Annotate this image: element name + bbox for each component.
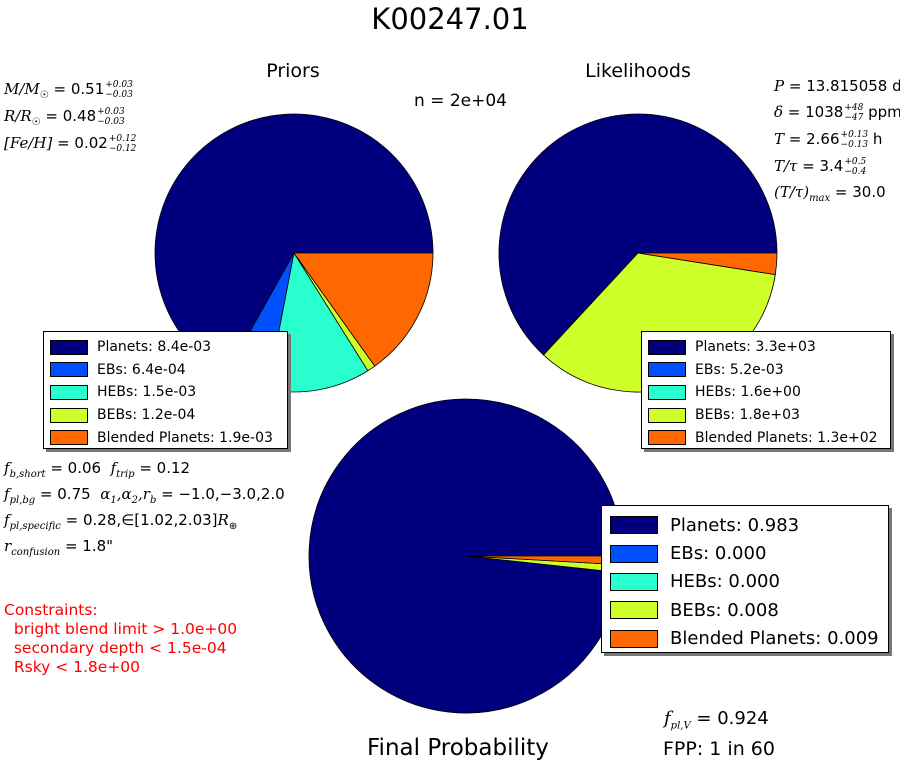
legend-label: HEBs: 1.6e+00 [695, 384, 801, 401]
legend-swatch [50, 339, 88, 355]
legend-swatch [648, 384, 686, 400]
priors-title: Priors [266, 60, 320, 82]
constraints-heading: Constraints: [4, 601, 98, 619]
likelihoods-legend: Planets: 3.3e+03 EBs: 5.2e-03 HEBs: 1.6e+0… [641, 331, 891, 449]
legend-swatch [648, 362, 686, 378]
duration-label: T = 2.66 +0.13 −0.13 h [774, 130, 883, 150]
final-probability-slices [308, 398, 624, 714]
legend-entry: HEBs: 1.5e-03 [50, 381, 279, 404]
legend-entry: Blended Planets: 1.9e-03 [50, 426, 279, 449]
legend-entry: HEBs: 1.6e+00 [648, 381, 882, 404]
legend-swatch [50, 384, 88, 400]
constraints-block: Constraints: bright blend limit > 1.0e+0… [4, 601, 237, 677]
legend-entry: HEBs: 0.000 [610, 568, 880, 596]
legend-label: HEBs: 1.5e-03 [97, 384, 197, 401]
legend-entry: BEBs: 1.8e+03 [648, 404, 882, 427]
legend-label: EBs: 0.000 [670, 543, 767, 565]
legend-swatch [648, 430, 686, 446]
priors-legend: Planets: 8.4e-03 EBs: 6.4e-04 HEBs: 1.5e-0… [43, 331, 288, 449]
stellar-radius-label: R/R☉ = 0.48 +0.03 −0.03 [4, 107, 125, 128]
legend-swatch [50, 407, 88, 423]
legend-label: Blended Planets: 0.009 [670, 628, 879, 650]
pie-slice-blended-planets [637, 252, 778, 276]
legend-label: EBs: 6.4e-04 [97, 361, 186, 378]
legend-swatch [610, 544, 658, 563]
constraint-item: bright blend limit > 1.0e+00 [4, 620, 238, 638]
legend-entry: BEBs: 1.2e-04 [50, 404, 279, 427]
legend-entry: EBs: 6.4e-04 [50, 359, 279, 382]
legend-swatch [610, 516, 658, 535]
specific-planet-label: fpl,specific = 0.28,∈[1.02,2.03]R⊕ [4, 511, 238, 532]
legend-label: HEBs: 0.000 [670, 571, 780, 593]
legend-entry: Planets: 0.983 [610, 511, 880, 539]
period-label: P = 13.815058 d [774, 77, 900, 95]
likelihoods-title: Likelihoods [585, 60, 691, 82]
pie-slice-planets [498, 113, 778, 356]
confusion-radius-label: rconfusion = 1.8" [4, 537, 114, 558]
legend-label: Blended Planets: 1.3e+02 [695, 429, 878, 446]
legend-swatch [610, 601, 658, 620]
legend-label: BEBs: 1.8e+03 [695, 407, 800, 424]
pie-slice-planets [154, 113, 434, 375]
plot-title: K00247.01 [371, 2, 529, 36]
constraint-item: Rsky < 1.8e+00 [4, 658, 141, 676]
legend-entry: Planets: 8.4e-03 [50, 336, 279, 359]
legend-swatch [648, 339, 686, 355]
legend-swatch [50, 362, 88, 378]
metallicity-label: [Fe/H] = 0.02 +0.12 −0.12 [4, 134, 137, 154]
pie-slice-blended-planets [293, 252, 434, 367]
legend-swatch [610, 572, 658, 591]
final-legend: Planets: 0.983 EBs: 0.000 HEBs: 0.000 BEBs:… [601, 505, 889, 653]
legend-entry: EBs: 5.2e-03 [648, 359, 882, 382]
legend-label: BEBs: 1.2e-04 [97, 407, 196, 424]
final-probability-title: Final Probability [367, 735, 549, 761]
legend-entry: EBs: 0.000 [610, 539, 880, 567]
legend-swatch [610, 629, 658, 648]
ttau-label: T/τ = 3.4 +0.5 −0.4 [774, 157, 867, 177]
legend-entry: BEBs: 0.008 [610, 596, 880, 624]
depth-label: δ = 1038 +48 −47 ppm [774, 103, 900, 123]
binary-fraction-label: fb,short = 0.06 ftrip = 0.12 [4, 459, 191, 480]
background-planet-label: fpl,bg = 0.75 α1,α2,rb = −1.0,−3.0,2.0 [4, 485, 285, 506]
legend-entry: Planets: 3.3e+03 [648, 336, 882, 359]
fpl-v-label: fpl,V = 0.924 [664, 708, 769, 732]
sample-count-label: n = 2e+04 [414, 91, 507, 111]
legend-entry: Blended Planets: 0.009 [610, 625, 880, 653]
constraint-item: secondary depth < 1.5e-04 [4, 639, 227, 657]
stellar-mass-label: M/M☉ = 0.51 +0.03 −0.03 [4, 80, 133, 101]
legend-label: Planets: 0.983 [670, 514, 800, 536]
ttau-max-label: (T/τ)max = 30.0 [774, 183, 886, 204]
legend-label: EBs: 5.2e-03 [695, 361, 784, 378]
legend-label: Planets: 8.4e-03 [97, 339, 212, 356]
legend-swatch [648, 407, 686, 423]
fpp-label: FPP: 1 in 60 [663, 738, 775, 760]
legend-label: BEBs: 0.008 [670, 599, 779, 621]
legend-label: Planets: 3.3e+03 [695, 339, 816, 356]
legend-entry: Blended Planets: 1.3e+02 [648, 426, 882, 449]
legend-swatch [50, 430, 88, 446]
legend-label: Blended Planets: 1.9e-03 [97, 429, 273, 446]
